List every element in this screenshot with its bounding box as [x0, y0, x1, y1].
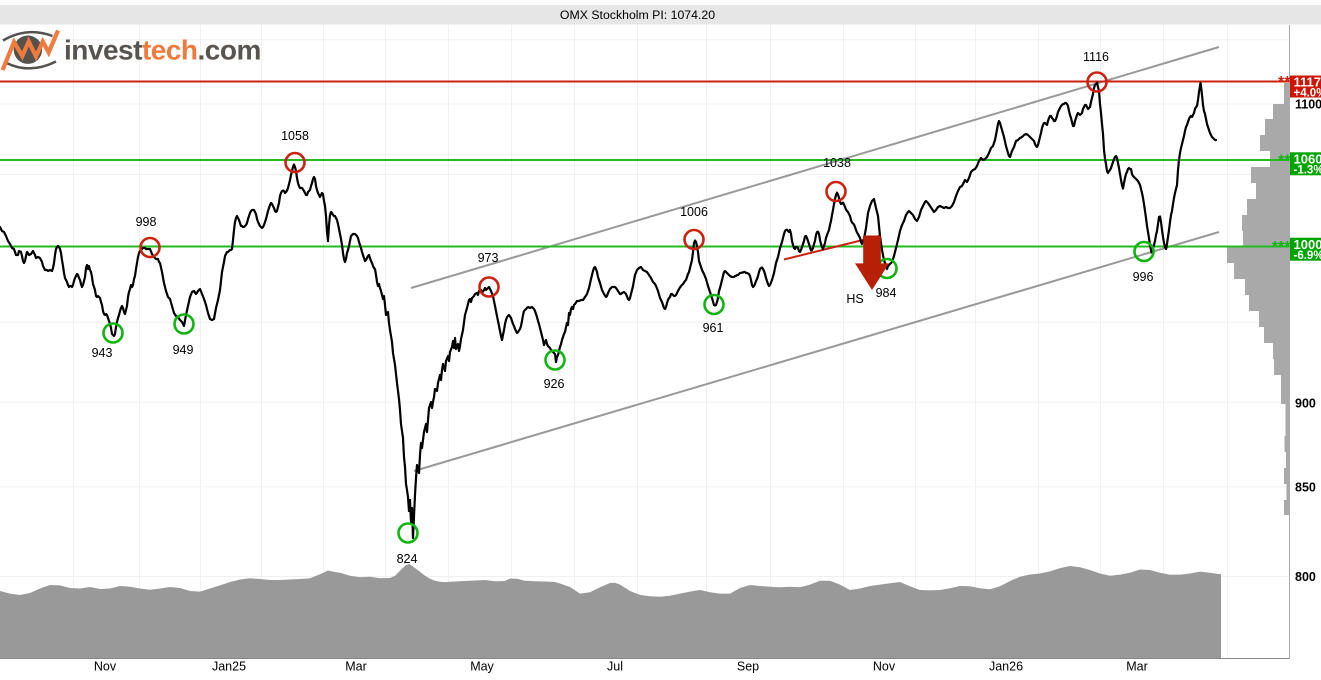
svg-text:Nov: Nov [94, 660, 117, 674]
svg-text:900: 900 [1295, 396, 1316, 410]
svg-text:Sep: Sep [737, 660, 759, 674]
svg-text:824: 824 [397, 552, 418, 566]
svg-text:850: 850 [1295, 481, 1316, 495]
svg-text:1100: 1100 [1295, 98, 1321, 112]
svg-text:961: 961 [703, 321, 724, 335]
svg-text:1006: 1006 [680, 205, 708, 219]
svg-text:1058: 1058 [281, 129, 309, 143]
svg-text:1116: 1116 [1083, 50, 1109, 64]
svg-text:998: 998 [136, 215, 157, 229]
svg-text:+4.0%: +4.0% [1294, 88, 1321, 100]
svg-text:996: 996 [1133, 270, 1154, 284]
svg-text:May: May [470, 660, 494, 674]
svg-text:1038: 1038 [823, 156, 851, 170]
svg-text:Mar: Mar [1126, 660, 1148, 674]
svg-text:HS: HS [846, 292, 863, 306]
svg-text:1117.: 1117. [1294, 75, 1321, 90]
svg-text:1060.: 1060. [1294, 152, 1321, 167]
svg-text:investtech.com: investtech.com [64, 35, 261, 66]
svg-text:Jul: Jul [607, 660, 623, 674]
svg-text:800: 800 [1295, 570, 1316, 584]
svg-text:Mar: Mar [345, 660, 367, 674]
svg-text:1000.: 1000. [1294, 237, 1321, 252]
svg-text:Jan25: Jan25 [212, 660, 246, 674]
svg-text:Jan26: Jan26 [989, 660, 1023, 674]
svg-text:984: 984 [876, 286, 897, 300]
svg-text:926: 926 [544, 377, 565, 391]
svg-text:OMX Stockholm PI: 1074.20: OMX Stockholm PI: 1074.20 [560, 8, 715, 22]
svg-text:**: ** [1278, 153, 1291, 170]
svg-text:973: 973 [478, 251, 499, 265]
svg-text:Nov: Nov [873, 660, 896, 674]
svg-text:949: 949 [173, 343, 194, 357]
svg-text:943: 943 [92, 346, 113, 360]
svg-text:**: ** [1278, 74, 1291, 91]
svg-text:-1.3%: -1.3% [1294, 165, 1321, 177]
svg-text:-6.9%: -6.9% [1294, 250, 1321, 262]
svg-text:***: *** [1272, 239, 1291, 256]
